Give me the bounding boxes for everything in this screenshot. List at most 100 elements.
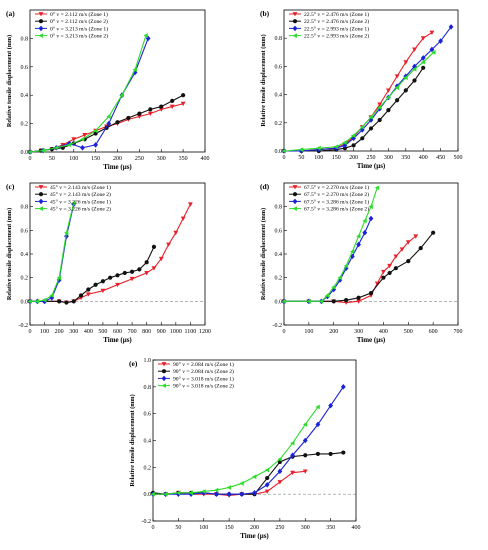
legend-label: 0° v = 2.112 m/s (Zone 1) <box>50 11 108 18</box>
data-point <box>71 137 77 142</box>
x-tick-label: 0 <box>283 155 286 161</box>
legend-item: 0° v = 3.213 m/s (Zone 1) <box>35 25 108 32</box>
x-tick-label: 700 <box>128 329 137 335</box>
x-tick-label: 1000 <box>170 329 182 335</box>
series-line <box>284 32 433 152</box>
y-tick-label: 0.8 <box>21 205 29 211</box>
legend-label: 22.5° v = 2.476 m/s (Zone 1) <box>304 11 369 18</box>
y-tick-label: 0.2 <box>21 276 29 282</box>
legend-marker <box>38 206 43 211</box>
x-tick-label: 100 <box>69 156 78 162</box>
data-point <box>331 286 337 293</box>
data-point <box>106 114 111 119</box>
x-tick-label: 200 <box>329 329 338 335</box>
legend: 67.5° v = 2.270 m/s (Zone 1)67.5° v = 2.… <box>289 184 369 213</box>
x-tick-label: 350 <box>326 525 335 531</box>
series-3 <box>281 24 454 154</box>
y-tick-label: 0.8 <box>275 205 283 211</box>
data-point <box>82 133 88 138</box>
x-tick-label: 300 <box>384 155 393 161</box>
data-point <box>403 88 408 93</box>
data-point <box>151 244 157 249</box>
data-point <box>93 128 98 134</box>
x-tick-label: 250 <box>367 155 376 161</box>
data-point <box>328 451 333 457</box>
data-point <box>302 437 308 444</box>
legend-item: 22.5° v = 2.476 m/s (Zone 2) <box>289 18 369 25</box>
data-point <box>387 270 392 276</box>
x-tick-label: 600 <box>113 329 122 335</box>
data-point <box>265 475 270 481</box>
x-tick-label: 200 <box>55 329 64 335</box>
legend-item: 22.5° v = 2.993 m/s (Zone 2) <box>289 33 369 40</box>
data-point <box>395 98 400 103</box>
data-point <box>115 120 120 125</box>
legend-marker <box>292 192 298 197</box>
data-point <box>381 275 386 280</box>
series-line <box>152 452 344 495</box>
data-point <box>49 293 54 298</box>
data-point <box>137 267 142 272</box>
series-1 <box>281 234 419 305</box>
x-tick-label: 100 <box>314 155 323 161</box>
x-tick-label: 50 <box>175 525 181 531</box>
data-point <box>132 67 137 73</box>
data-point <box>318 298 324 304</box>
x-tick-label: 50 <box>298 155 304 161</box>
y-tick-label: -0.2 <box>19 323 29 329</box>
y-tick-label: 0.4 <box>144 439 152 445</box>
data-point <box>299 147 304 152</box>
data-point <box>137 111 142 116</box>
x-tick-label: 50 <box>49 156 55 162</box>
data-point <box>356 295 361 300</box>
legend-marker <box>292 25 298 32</box>
x-axis-label: Time (μs) <box>357 336 386 344</box>
legend-item: 22.5° v = 2.476 m/s (Zone 1) <box>289 11 369 18</box>
data-point <box>126 115 131 121</box>
series-line <box>29 35 147 153</box>
panel-label: (b) <box>260 9 270 18</box>
data-point <box>387 263 393 269</box>
y-tick-label: 0.0 <box>275 299 283 305</box>
legend-item: 90° v = 2.084 m/s (Zone 1) <box>158 361 234 368</box>
y-axis-label: Relative tensile displacement (mm) <box>6 35 13 127</box>
series-3 <box>281 215 374 305</box>
series-line <box>30 204 75 302</box>
legend-label: 67.5° v = 2.270 m/s (Zone 2) <box>304 191 369 198</box>
x-tick-label: 300 <box>301 525 310 531</box>
data-point <box>325 293 330 298</box>
legend-marker <box>161 383 166 388</box>
data-point <box>42 297 47 303</box>
y-tick-label: 0.8 <box>144 385 152 391</box>
legend-item: 67.5° v = 3.286 m/s (Zone 2) <box>289 206 369 213</box>
panel-label: (d) <box>260 182 270 191</box>
data-point <box>331 284 336 290</box>
legend-label: 90° v = 2.084 m/s (Zone 1) <box>173 361 234 368</box>
legend-item: 45° v = 3.226 m/s (Zone 2) <box>35 206 111 213</box>
legend-marker <box>38 198 44 205</box>
panel-e: 0 50 100 150 200 250 300 350 400 -0.2 0.0 0.2 0.4 0.6… <box>129 358 361 540</box>
data-point <box>429 30 435 35</box>
y-tick-label: 0.0 <box>21 150 29 156</box>
data-point <box>159 104 164 109</box>
series-4 <box>27 33 148 155</box>
data-point <box>71 200 76 206</box>
x-tick-label: 900 <box>157 329 166 335</box>
x-tick-label: 200 <box>113 156 122 162</box>
series-4 <box>150 404 320 497</box>
data-point <box>214 487 219 493</box>
x-tick-label: 300 <box>354 329 363 335</box>
series-line <box>30 204 191 304</box>
series-line <box>30 246 155 304</box>
data-point <box>27 149 32 155</box>
legend-label: 0° v = 2.112 m/s (Zone 2) <box>50 18 108 25</box>
data-point <box>71 299 76 304</box>
legend-marker <box>161 369 167 374</box>
data-point <box>386 108 391 113</box>
data-point <box>306 298 311 304</box>
data-point <box>147 111 153 117</box>
data-point <box>386 95 391 100</box>
data-point <box>328 402 334 409</box>
x-tick-label: 400 <box>379 329 388 335</box>
data-point <box>214 491 219 497</box>
